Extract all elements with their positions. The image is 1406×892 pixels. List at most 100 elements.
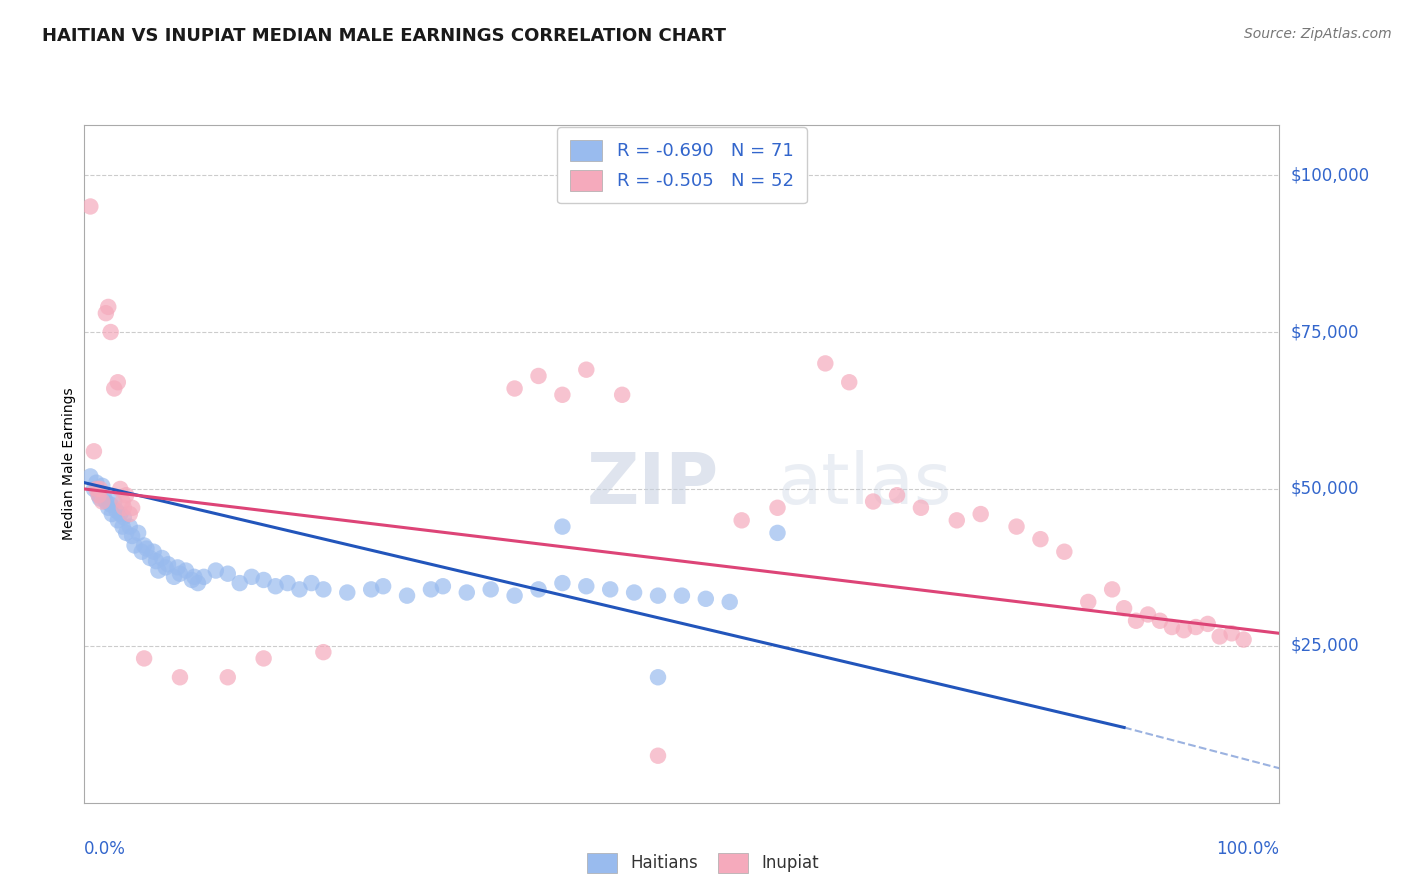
Point — [193, 570, 215, 584]
Point — [118, 519, 141, 533]
Point — [127, 525, 149, 540]
Point — [886, 488, 908, 502]
Legend: Haitians, Inupiat: Haitians, Inupiat — [581, 847, 825, 880]
Point — [1173, 623, 1195, 637]
Text: $25,000: $25,000 — [1291, 637, 1360, 655]
Point — [111, 494, 134, 508]
Point — [456, 585, 478, 599]
Point — [105, 504, 128, 518]
Point — [1112, 601, 1135, 615]
Point — [101, 507, 124, 521]
Point — [139, 551, 162, 566]
Point — [647, 589, 669, 603]
Point — [336, 585, 359, 599]
Point — [910, 500, 932, 515]
Text: 100.0%: 100.0% — [1216, 840, 1279, 858]
Point — [79, 199, 101, 213]
Point — [157, 558, 180, 572]
Point — [110, 507, 132, 521]
Point — [288, 582, 311, 597]
Point — [174, 564, 197, 578]
Point — [107, 513, 129, 527]
Point — [217, 670, 239, 684]
Point — [575, 362, 598, 376]
Point — [264, 579, 287, 593]
Point — [148, 564, 170, 578]
Point — [94, 494, 117, 508]
Point — [84, 475, 107, 490]
Point — [91, 479, 114, 493]
Point — [551, 388, 574, 402]
Text: $100,000: $100,000 — [1291, 166, 1369, 184]
Point — [647, 670, 669, 684]
Point — [1136, 607, 1159, 622]
Point — [83, 482, 105, 496]
Point — [124, 538, 146, 552]
Point — [83, 444, 105, 458]
Point — [1125, 614, 1147, 628]
Point — [1053, 545, 1076, 559]
Point — [183, 570, 205, 584]
Point — [599, 582, 621, 597]
Point — [312, 645, 335, 659]
Point — [217, 566, 239, 581]
Point — [169, 566, 191, 581]
Point — [84, 482, 107, 496]
Point — [945, 513, 967, 527]
Point — [970, 507, 993, 521]
Point — [240, 570, 263, 584]
Text: HAITIAN VS INUPIAT MEDIAN MALE EARNINGS CORRELATION CHART: HAITIAN VS INUPIAT MEDIAN MALE EARNINGS … — [42, 27, 725, 45]
Point — [100, 325, 122, 339]
Point — [87, 488, 110, 502]
Point — [253, 651, 276, 665]
Text: 0.0%: 0.0% — [84, 840, 127, 858]
Point — [479, 582, 502, 597]
Point — [623, 585, 645, 599]
Point — [145, 554, 167, 568]
Point — [731, 513, 754, 527]
Point — [131, 545, 153, 559]
Point — [163, 570, 186, 584]
Point — [862, 494, 884, 508]
Point — [276, 576, 298, 591]
Point — [718, 595, 741, 609]
Point — [110, 482, 132, 496]
Point — [527, 582, 550, 597]
Point — [89, 482, 111, 496]
Point — [135, 541, 157, 556]
Point — [1197, 616, 1219, 631]
Point — [1184, 620, 1206, 634]
Point — [97, 500, 120, 515]
Point — [91, 494, 114, 508]
Point — [111, 519, 134, 533]
Point — [1208, 630, 1230, 644]
Point — [121, 500, 143, 515]
Point — [100, 498, 122, 512]
Point — [1232, 632, 1254, 647]
Point — [1029, 532, 1052, 546]
Point — [115, 525, 138, 540]
Point — [503, 382, 526, 396]
Point — [695, 591, 717, 606]
Point — [132, 538, 156, 552]
Point — [97, 300, 120, 314]
Point — [301, 576, 323, 591]
Point — [766, 525, 789, 540]
Point — [527, 368, 550, 383]
Point — [89, 491, 111, 506]
Point — [647, 748, 669, 763]
Point — [1101, 582, 1123, 597]
Legend: R = -0.690   N = 71, R = -0.505   N = 52: R = -0.690 N = 71, R = -0.505 N = 52 — [557, 128, 807, 203]
Point — [1149, 614, 1171, 628]
Point — [107, 376, 129, 390]
Point — [115, 488, 138, 502]
Point — [1160, 620, 1182, 634]
Point — [94, 306, 117, 320]
Point — [766, 500, 789, 515]
Point — [166, 560, 188, 574]
Point — [121, 529, 143, 543]
Point — [1077, 595, 1099, 609]
Point — [169, 670, 191, 684]
Point — [187, 576, 209, 591]
Point — [360, 582, 382, 597]
